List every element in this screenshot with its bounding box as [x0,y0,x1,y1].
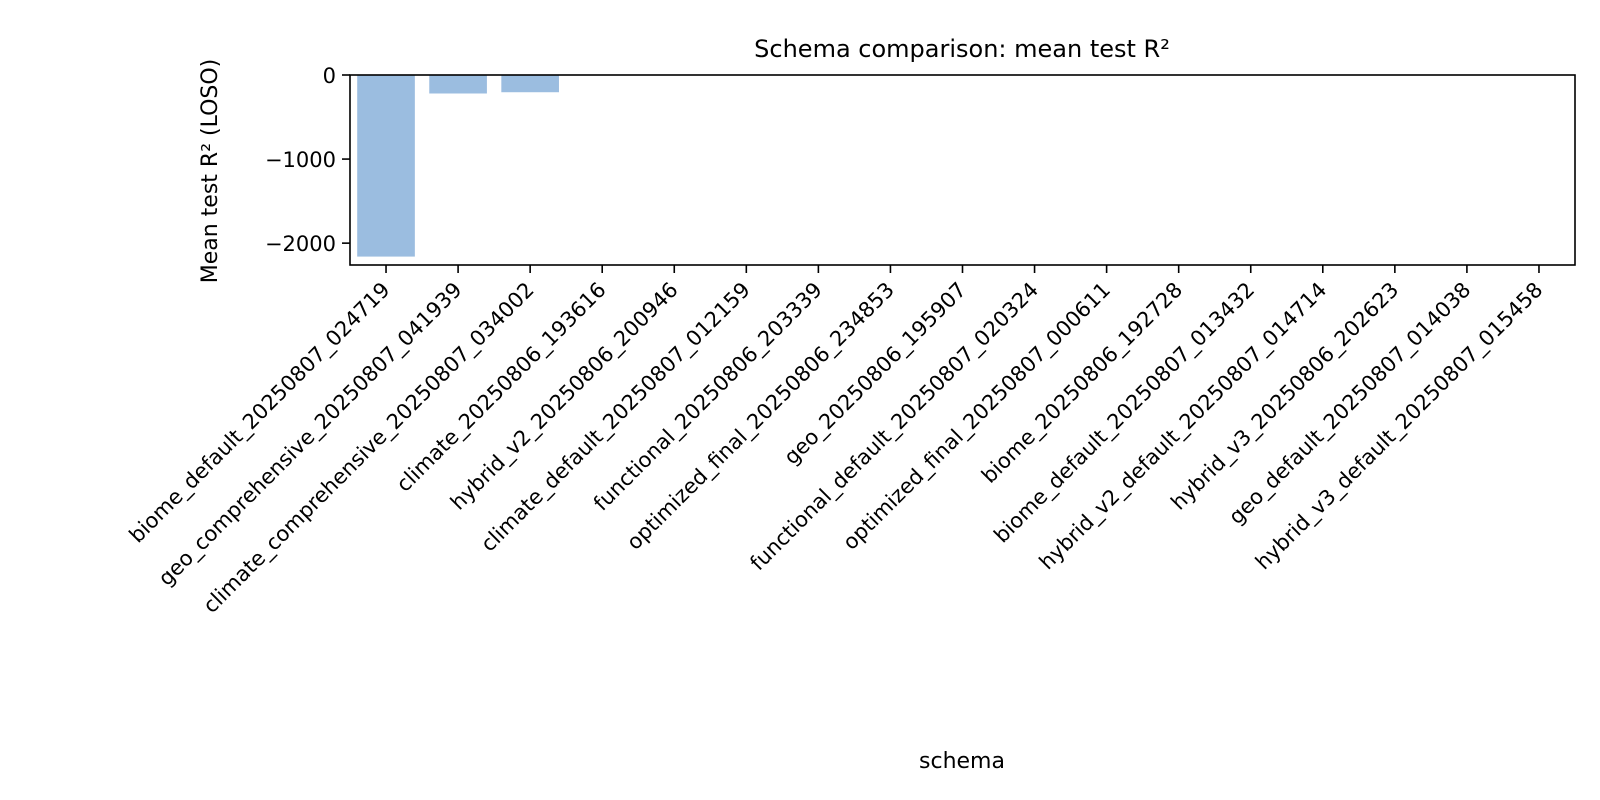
y-tick-label: −2000 [265,232,336,256]
ticks-layer: biome_default_20250807_024719geo_compreh… [125,64,1549,619]
x-tick-label: geo_comprehensive_20250807_041939 [154,278,468,592]
x-tick-label: optimized_final_20250806_234853 [622,278,900,556]
bar-biome_default_20250807_024719 [357,75,415,257]
x-tick-label: biome_default_20250807_024719 [125,278,396,549]
x-tick-label: biome_default_20250807_013432 [989,278,1260,549]
chart-title: Schema comparison: mean test R² [754,35,1170,63]
x-axis-label: schema [919,749,1005,774]
bar-geo_comprehensive_20250807_041939 [429,75,487,94]
x-tick-label: climate_comprehensive_20250807_034002 [198,278,539,619]
bars-layer [357,75,1568,257]
x-tick-label: climate_default_20250807_012159 [476,278,755,557]
y-axis-label: Mean test R² (LOSO) [198,59,223,284]
y-tick-label: 0 [323,64,336,88]
bar-climate_comprehensive_20250807_034002 [501,75,559,93]
x-tick-label: optimized_final_20250807_000611 [838,278,1116,556]
plot-frame [349,74,1576,266]
y-tick-label: −1000 [265,148,336,172]
